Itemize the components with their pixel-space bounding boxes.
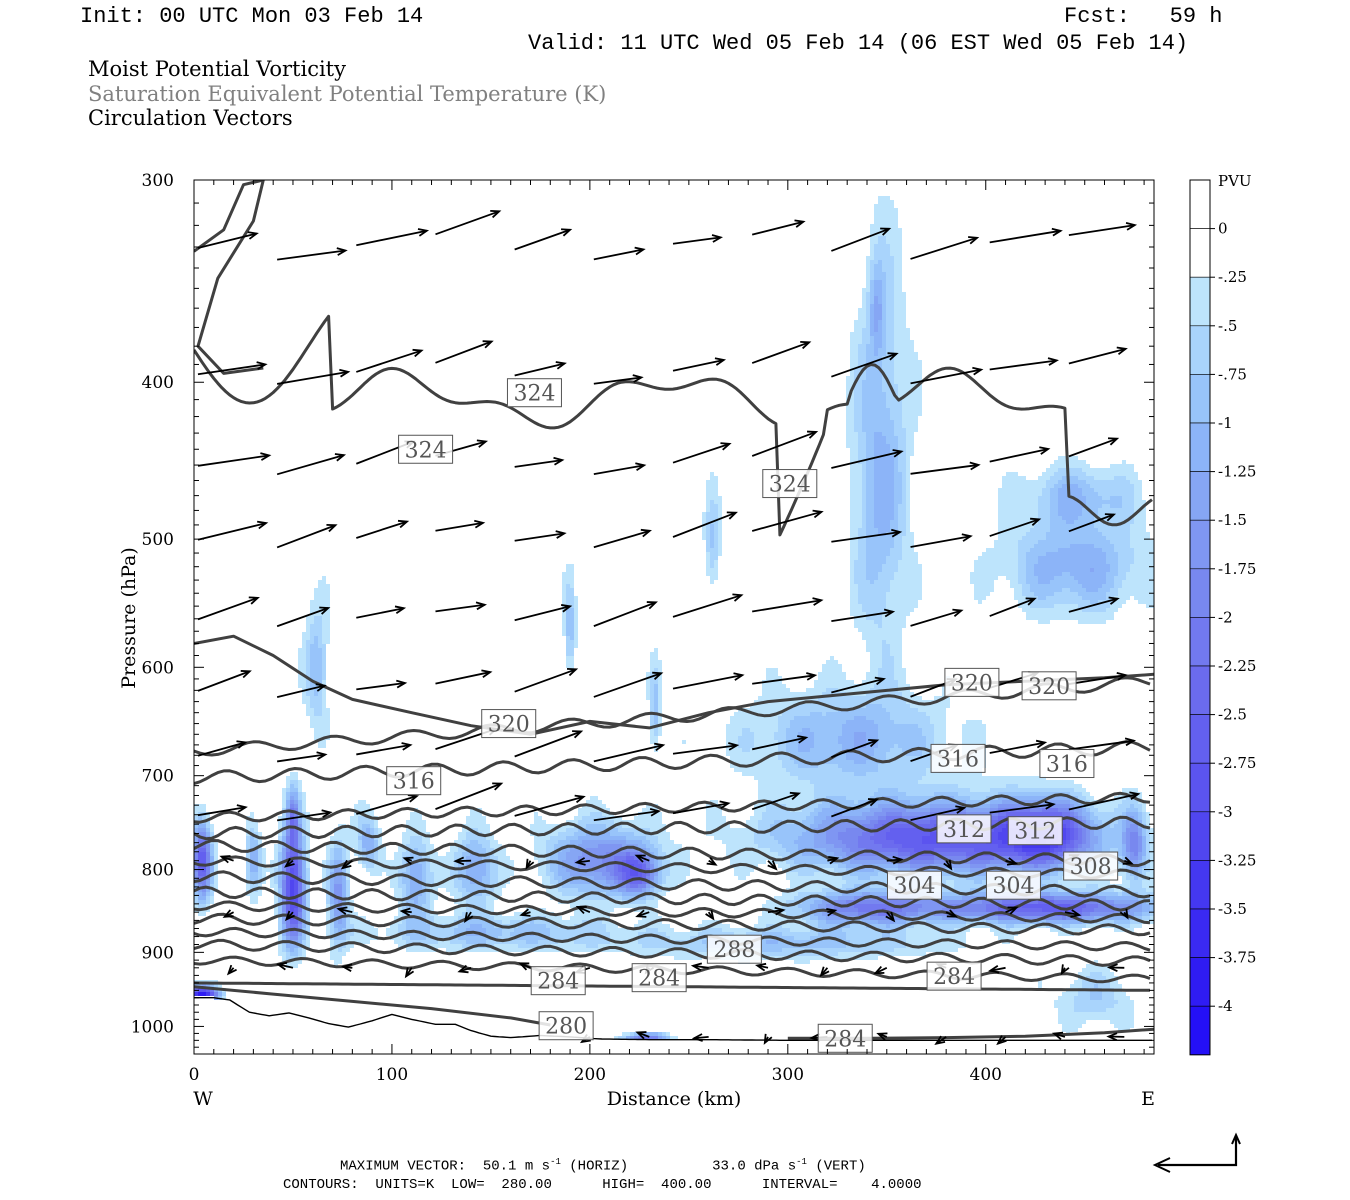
colorbar-unit: PVU	[1218, 172, 1252, 190]
contour-label-15: 284	[530, 966, 586, 996]
colorbar-label: -.75	[1218, 365, 1247, 383]
colorbar-label: -2.5	[1218, 706, 1247, 724]
colorbar-label: -1	[1218, 414, 1233, 432]
valid-time: Valid: 11 UTC Wed 05 Feb 14 (06 EST Wed …	[528, 31, 1189, 56]
x-axis-east-label: E	[1141, 1088, 1155, 1110]
contour-label-11: 308	[1063, 851, 1119, 881]
colorbar-label: -3.75	[1218, 949, 1256, 967]
x-tick-label: 0	[189, 1065, 200, 1085]
colorbar-label: -3.5	[1218, 900, 1247, 918]
contour-label-3: 320	[481, 709, 537, 739]
field-title-vectors: Circulation Vectors	[88, 106, 293, 130]
contour-info: CONTOURS: UNITS=K LOW= 280.00 HIGH= 400.…	[283, 1177, 922, 1193]
colorbar-label: -2.25	[1218, 657, 1256, 675]
colorbar-label: -.25	[1218, 268, 1247, 286]
y-tick-label: 400	[142, 373, 174, 393]
contour-label-16: 284	[631, 963, 687, 993]
x-axis-title: Distance (km)	[607, 1088, 742, 1110]
contour-label-6: 316	[386, 766, 442, 796]
y-tick-label: 600	[142, 658, 174, 678]
init-time: Init: 00 UTC Mon 03 Feb 14	[80, 4, 424, 29]
y-axis-title: Pressure (hPa)	[118, 547, 140, 689]
x-tick-label: 400	[970, 1065, 1002, 1085]
contour-label-19: 284	[817, 1023, 873, 1053]
pv-colorbar: 0 -.25 -.5 -.75 -1 -1.25 -1.5 -1.75 -2 -2.25 -2.5 -…	[1189, 179, 1256, 1056]
x-tick-label: 300	[772, 1065, 804, 1085]
contour-label-1: 324	[506, 378, 562, 408]
contour-label-12: 304	[886, 870, 942, 900]
colorbar-label: -3	[1218, 803, 1233, 821]
contour-label-0: 324	[398, 434, 454, 464]
colorbar-label: 0	[1218, 220, 1228, 238]
contour-label-8: 316	[1039, 749, 1095, 779]
contour-label-18: 280	[538, 1011, 594, 1041]
y-tick-label: 1000	[131, 1017, 174, 1037]
forecast-hour: Fcst: 59 h	[1064, 4, 1223, 29]
reference-vector-icon	[1152, 1132, 1241, 1173]
y-tick-label: 500	[142, 530, 174, 550]
colorbar-label: -1.25	[1218, 463, 1256, 481]
contour-label-2: 324	[762, 469, 818, 499]
contour-label-13: 304	[985, 870, 1041, 900]
y-tick-label: 800	[142, 861, 174, 881]
colorbar-label: -3.25	[1218, 851, 1256, 869]
colorbar-label: -.5	[1218, 317, 1237, 335]
colorbar-label: -1.75	[1218, 560, 1256, 578]
colorbar-label: -4	[1218, 997, 1233, 1015]
axes: 300 400 500 600 700 800 900 1000 0 100 200 300 400	[131, 171, 1154, 1085]
contour-label-7: 316	[930, 743, 986, 773]
contour-label-10: 312	[1007, 816, 1063, 846]
y-tick-label: 300	[142, 171, 174, 191]
colorbar-label: -2	[1218, 608, 1233, 626]
x-tick-label: 100	[376, 1065, 408, 1085]
contour-label-17: 284	[926, 961, 982, 991]
x-axis-west-label: W	[193, 1088, 213, 1110]
colorbar-label: -1.5	[1218, 511, 1247, 529]
contour-label-9: 312	[936, 814, 992, 844]
x-tick-label: 200	[574, 1065, 606, 1085]
y-tick-label: 700	[142, 767, 174, 787]
contour-label-5: 320	[1021, 671, 1077, 701]
plot-frame	[193, 179, 1155, 1055]
field-title-pv: Moist Potential Vorticity	[88, 57, 346, 81]
colorbar-label: -2.75	[1218, 754, 1256, 772]
max-vector-label: MAXIMUM VECTOR: 50.1 m s-1 (HORIZ) 33.0 …	[340, 1157, 866, 1175]
contour-label-4: 320	[944, 667, 1000, 697]
circulation-vectors	[197, 209, 1141, 1046]
field-title-theta-es: Saturation Equivalent Potential Temperat…	[88, 82, 607, 106]
y-tick-label: 900	[142, 943, 174, 963]
contour-label-14: 288	[706, 934, 762, 964]
